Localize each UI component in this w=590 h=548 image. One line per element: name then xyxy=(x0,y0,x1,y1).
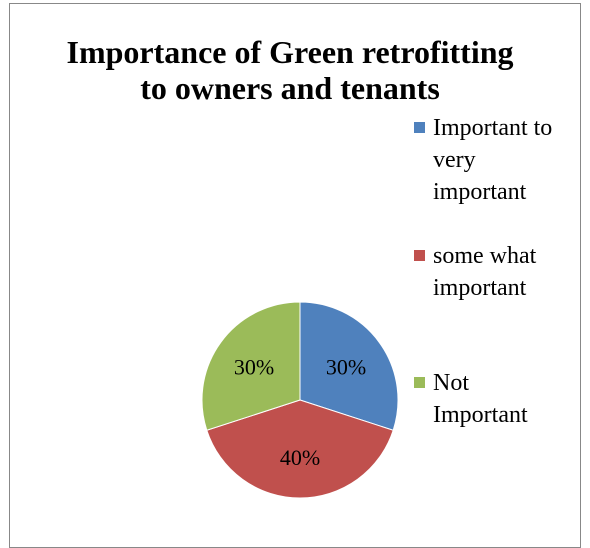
chart-title-line-2: to owners and tenants xyxy=(140,70,440,106)
pie-data-label-3: 30% xyxy=(234,355,274,380)
pie-data-label-1: 30% xyxy=(326,355,366,380)
legend-label-important: Important to very important xyxy=(433,112,583,208)
legend-swatch-important xyxy=(414,122,425,133)
legend-label-line: some what xyxy=(433,243,537,269)
legend-label-line: important xyxy=(433,275,527,301)
pie-slice-1 xyxy=(299,301,399,431)
legend-swatch-not-important xyxy=(414,377,425,388)
pie-data-label-2: 40% xyxy=(280,445,320,470)
chart-title: Importance of Green retrofitting to owne… xyxy=(0,34,580,106)
legend-label-line: important xyxy=(433,179,527,205)
pie-slice-2 xyxy=(206,399,394,499)
legend-label-line: Not xyxy=(433,370,469,396)
legend-label-line: Important to xyxy=(433,115,553,141)
pie-slices xyxy=(201,301,399,499)
legend-label-line: Important xyxy=(433,402,528,428)
pie-data-labels: 30% 40% 30% xyxy=(234,355,366,470)
legend-swatch-some-what xyxy=(414,250,425,261)
legend-label-not-important: Not Important xyxy=(433,367,583,431)
pie-slice-3 xyxy=(201,301,301,431)
legend-label-line: very xyxy=(433,147,476,173)
chart-title-line-1: Importance of Green retrofitting xyxy=(66,34,514,70)
legend-label-some-what: some what important xyxy=(433,240,583,304)
